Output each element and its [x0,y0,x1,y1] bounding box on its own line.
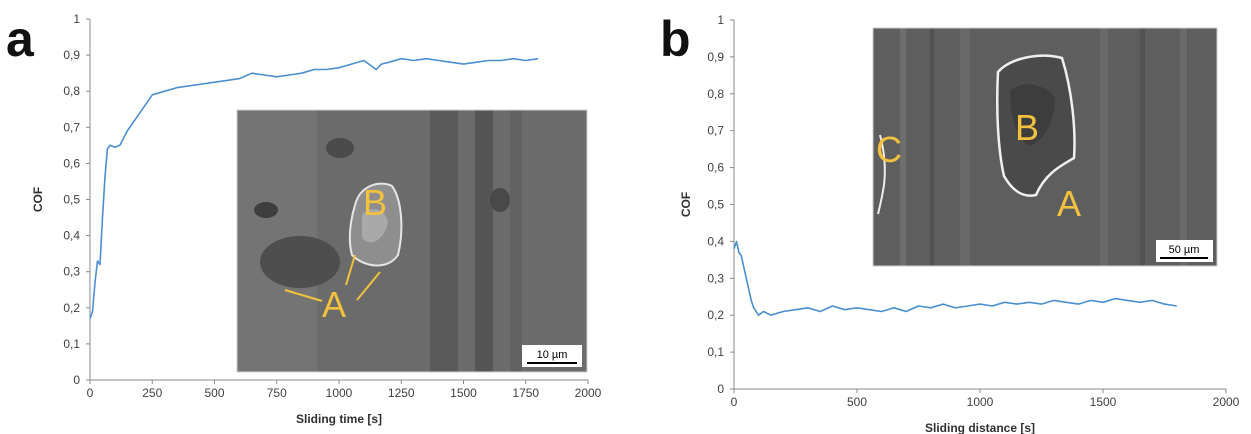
chart-b-y-tick-label: 1 [717,13,724,27]
panel-b-letter: b [660,11,691,67]
wear-edge-c [877,134,886,215]
wear-particle-highlight [362,209,388,243]
sem-a-streak [510,110,522,372]
sem-b-streak [1140,28,1145,266]
chart-b-x-axis-title: Sliding distance [s] [925,421,1035,434]
chart-b-y-tick-label: 0,5 [707,198,724,212]
chart-b-y-tick-label: 0,6 [707,161,724,175]
chart-a: 0 0,1 0,2 0,3 0,4 0,5 0,6 0,7 0,8 0,9 1 0 250 500 750 1… [31,12,602,426]
chart-a-y-tick-label: 0,1 [63,337,80,351]
sem-a-label-b: B [363,182,387,223]
sem-b-scale-box [1156,240,1213,262]
sem-a-label-a: A [322,284,346,325]
sem-b-scale-label: 50 µm [1169,244,1200,256]
chart-b-x-tick-label: 1000 [967,395,994,409]
chart-a-x-tick-label: 1500 [450,386,477,400]
sem-b-streak [900,28,906,266]
chart-a-cof-series-line [89,57,539,319]
sem-a-pointer-line [345,254,356,286]
sem-a-streak [430,110,458,372]
sem-b-streak [960,28,970,266]
sem-inset-b-border [872,27,1218,267]
sem-b-streak [1100,28,1108,266]
chart-b-y-tick-label: 0 [717,382,724,396]
chart-b-x-tick-label: 2000 [1213,395,1240,409]
chart-a-x-tick-label: 1750 [512,386,539,400]
chart-a-y-tick-label: 0,3 [63,265,80,279]
chart-b-y-tick-label: 0,7 [707,124,724,138]
sem-a-scale-label: 10 µm [537,349,568,361]
chart-a-y-tick-label: 0,9 [63,48,80,62]
chart-b-y-tick-label: 0,9 [707,50,724,64]
sem-inset-a [237,110,587,372]
chart-b-y-tick-label: 0,4 [707,234,724,248]
sem-b-label-b: B [1015,107,1039,148]
sem-inset-a-border [236,109,588,373]
chart-b-x-tick-label: 1500 [1090,395,1117,409]
chart-b-cof-series-line [733,240,1177,316]
sem-b-label-a: A [1057,183,1081,224]
chart-b-y-axis-title: COF [679,192,693,217]
sem-inset-b [873,28,1217,266]
chart-a-x-tick-label: 1250 [388,386,415,400]
sem-a-scale-box [522,345,582,367]
chart-a-y-tick-label: 1 [73,12,80,26]
sem-a-pointer-line [284,289,323,302]
chart-a-y-tick-label: 0,4 [63,229,80,243]
chart-a-y-axis-title: COF [31,187,45,212]
chart-b-y-tick-label: 0,8 [707,87,724,101]
chart-a-x-tick-label: 250 [142,386,162,400]
sem-a-streak [475,110,493,372]
chart-b-y-tick-label: 0,2 [707,308,724,322]
sem-a-dark-spot [490,188,510,212]
sem-a-dark-spot [326,138,354,158]
chart-b-y-tick-label: 0,1 [707,345,724,359]
chart-b-x-tick-label: 0 [731,395,738,409]
sem-b-streak [1180,28,1187,266]
wear-scar-inner [1010,84,1055,146]
chart-b-x-tick-label: 500 [847,395,867,409]
chart-a-x-tick-label: 750 [267,386,287,400]
sem-b-label-c: C [876,129,902,170]
panel-a-letter: a [6,11,35,67]
chart-a-y-tick-label: 0,6 [63,156,80,170]
chart-a-x-tick-label: 0 [87,386,94,400]
chart-a-x-axis-title: Sliding time [s] [296,412,382,426]
sem-b-streak [930,28,934,266]
chart-a-x-tick-label: 500 [204,386,224,400]
chart-b: 0 0,1 0,2 0,3 0,4 0,5 0,6 0,7 0,8 0,9 1 0 500 1000 150… [679,13,1240,434]
chart-a-y-tick-label: 0,2 [63,301,80,315]
chart-a-y-tick-label: 0,5 [63,193,80,207]
chart-a-x-tick-label: 2000 [575,386,602,400]
sem-a-dark-spot [254,202,278,218]
chart-a-y-tick-label: 0,7 [63,120,80,134]
chart-a-y-tick-label: 0 [73,373,80,387]
chart-a-x-tick-label: 1000 [326,386,353,400]
chart-b-y-tick-label: 0,3 [707,271,724,285]
sem-a-pointer-line [356,271,381,301]
sem-a-dark-patch [260,236,340,288]
chart-a-y-tick-label: 0,8 [63,84,80,98]
